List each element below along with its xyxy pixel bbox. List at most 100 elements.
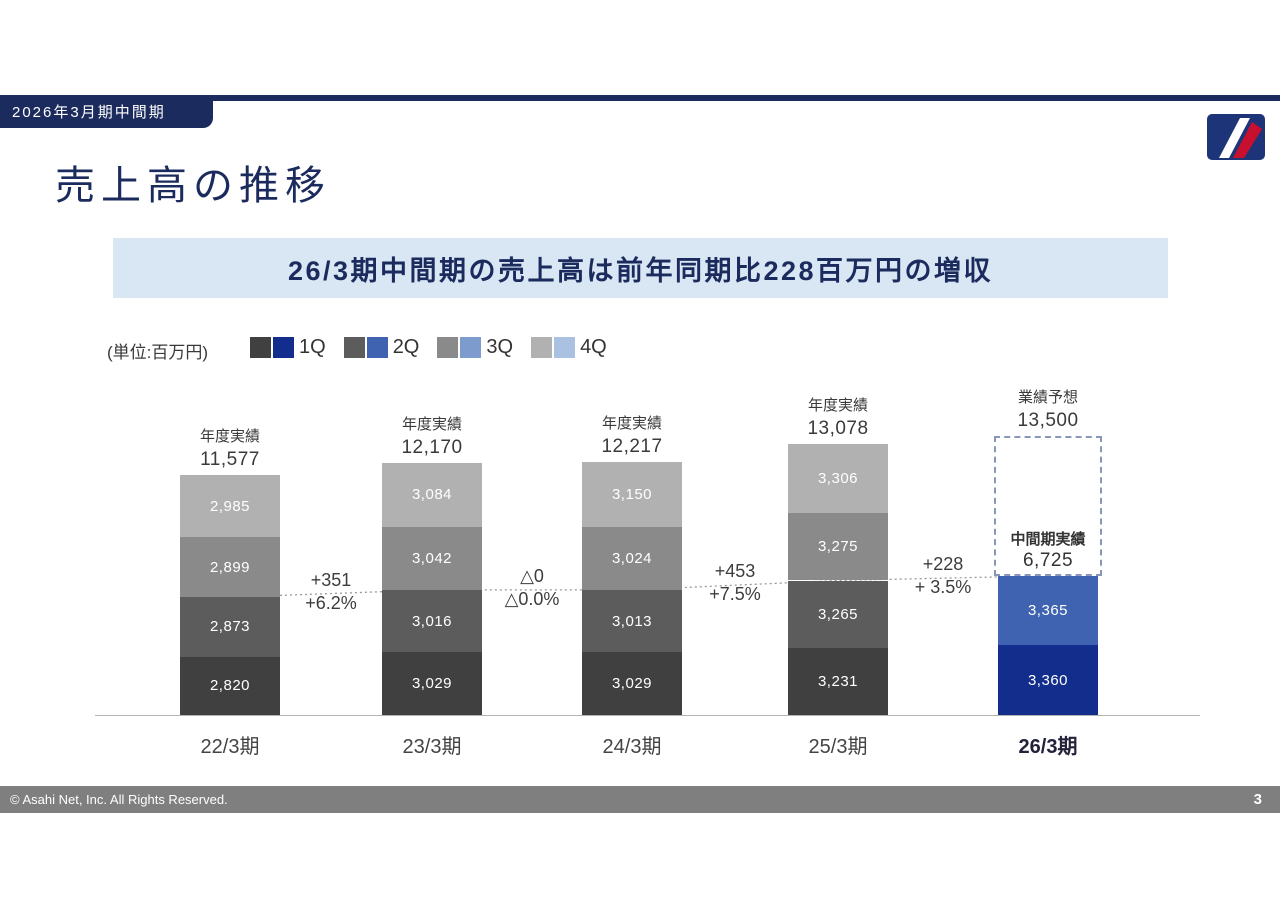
legend-swatch-past: [437, 337, 459, 358]
logo-red-stripe: [1233, 122, 1262, 158]
bar-segment: 3,275: [788, 512, 888, 581]
interim-title: 中間期実績: [1010, 530, 1086, 548]
headline-banner: 26/3期中間期の売上高は前年同期比228百万円の増収: [113, 238, 1168, 298]
bar-header-label: 年度実績: [401, 416, 462, 434]
legend-label: 3Q: [486, 336, 514, 358]
bar-segment: 3,150: [582, 462, 682, 528]
bar-total-value: 13,078: [807, 418, 869, 440]
segment-value: 3,024: [611, 550, 653, 568]
legend-swatch-past: [250, 337, 271, 358]
bar-segment: 3,013: [582, 589, 682, 653]
segment-value: 2,820: [209, 677, 251, 695]
bar-top-label: 業績予想 13,500: [1017, 388, 1078, 432]
segment-value: 3,231: [817, 673, 859, 691]
yoy-change-annotation: +453 +7.5%: [709, 560, 761, 606]
segment-value: 3,275: [817, 538, 859, 556]
legend-swatch-current: [366, 337, 388, 358]
yoy-percent: △0.0%: [504, 588, 560, 609]
bar-segment: 3,029: [582, 652, 682, 715]
segment-value: 2,899: [209, 558, 251, 576]
yoy-change-annotation: △0 △0.0%: [505, 565, 560, 611]
bar-segment: 2,873: [180, 597, 280, 657]
bar-header-label: 年度実績: [199, 428, 261, 446]
legend-item-1q: 1Q: [250, 336, 326, 359]
yoy-percent: + 3.5%: [914, 577, 972, 598]
page-title: 売上高の推移: [55, 164, 331, 208]
x-axis: [95, 715, 1200, 716]
copyright-text: © Asahi Net, Inc. All Rights Reserved.: [10, 792, 228, 807]
bar-total-value: 12,217: [601, 436, 663, 458]
bar-top-label: 年度実績 12,217: [601, 414, 662, 458]
bar-segment: 3,024: [582, 527, 682, 590]
footer-bar: © Asahi Net, Inc. All Rights Reserved. 3: [0, 786, 1280, 813]
bar-total-value: 13,500: [1017, 409, 1079, 431]
bar-header-label: 年度実績: [807, 397, 868, 415]
unit-label: (単位:百万円): [107, 343, 209, 362]
bar-segment: 3,360: [998, 645, 1098, 715]
segment-value: 3,306: [817, 469, 859, 487]
asahi-net-logo: [1207, 114, 1265, 160]
bar-segment: 2,985: [180, 475, 280, 538]
bar-total-value: 12,170: [401, 437, 463, 459]
bar-segment: 3,016: [382, 589, 482, 653]
bar-segment: 3,365: [998, 575, 1098, 646]
x-axis-label: 24/3期: [602, 736, 662, 758]
segment-value: 3,029: [611, 675, 653, 693]
bar-segment: 3,231: [788, 648, 888, 715]
legend-swatch-current: [273, 337, 294, 358]
legend: 1Q 2Q 3Q 4Q: [250, 336, 607, 359]
yoy-change-annotation: +351 +6.2%: [305, 569, 357, 615]
legend-label: 1Q: [299, 336, 326, 358]
bar-segment: 3,042: [382, 526, 482, 590]
segment-value: 3,029: [411, 675, 453, 693]
logo-white-stripe: [1219, 118, 1250, 158]
interim-value: 6,725: [1022, 549, 1074, 571]
segment-value: 2,985: [209, 497, 251, 515]
x-axis-label: 23/3期: [402, 736, 462, 758]
bar-top-label: 年度実績 13,078: [807, 396, 868, 440]
header-band: [0, 95, 1280, 101]
legend-label: 2Q: [392, 336, 420, 358]
yoy-delta: △0: [520, 565, 544, 586]
legend-swatch-current: [460, 337, 482, 358]
segment-value: 3,013: [611, 612, 653, 630]
bar-segment: 3,265: [788, 580, 888, 649]
bar-segment: 3,306: [788, 444, 888, 513]
segment-value: 3,365: [1027, 602, 1069, 620]
yoy-delta: +351: [310, 569, 352, 590]
bar-segment: 2,820: [180, 656, 280, 715]
x-axis-label: 25/3期: [808, 736, 868, 758]
legend-swatch-current: [554, 337, 576, 358]
yoy-percent: +7.5%: [709, 584, 761, 605]
bar-segment: 2,899: [180, 537, 280, 598]
interim-result-label: 中間期実績 6,725: [1010, 530, 1085, 572]
yoy-delta: +453: [714, 561, 756, 582]
legend-item-4q: 4Q: [531, 336, 607, 359]
bar-header-label: 業績予想: [1017, 388, 1078, 406]
fiscal-period-tab: 2026年3月期中間期: [0, 95, 213, 128]
legend-item-3q: 3Q: [437, 336, 513, 359]
x-axis-label: 26/3期: [1018, 736, 1078, 758]
bar-top-label: 年度実績 11,577: [200, 427, 260, 471]
forecast-dashed-box: [994, 435, 1102, 576]
segment-value: 3,150: [611, 486, 653, 504]
segment-value: 3,016: [411, 612, 453, 630]
page-number: 3: [1253, 791, 1262, 808]
segment-value: 2,873: [209, 618, 251, 636]
x-axis-label: 22/3期: [200, 736, 260, 758]
legend-swatch-past: [343, 337, 365, 358]
bar-segment: 3,029: [382, 652, 482, 715]
legend-swatch-past: [531, 337, 553, 358]
segment-value: 3,265: [817, 605, 859, 623]
bar-header-label: 年度実績: [601, 415, 662, 433]
bar-segment: 3,084: [382, 463, 482, 527]
legend-item-2q: 2Q: [343, 336, 420, 359]
bar-total-value: 11,577: [200, 449, 260, 471]
segment-value: 3,084: [411, 486, 453, 504]
legend-label: 4Q: [580, 336, 607, 358]
segment-value: 3,360: [1027, 671, 1069, 689]
bar-top-label: 年度実績 12,170: [401, 415, 462, 459]
segment-value: 3,042: [411, 549, 453, 567]
yoy-percent: +6.2%: [305, 592, 357, 613]
